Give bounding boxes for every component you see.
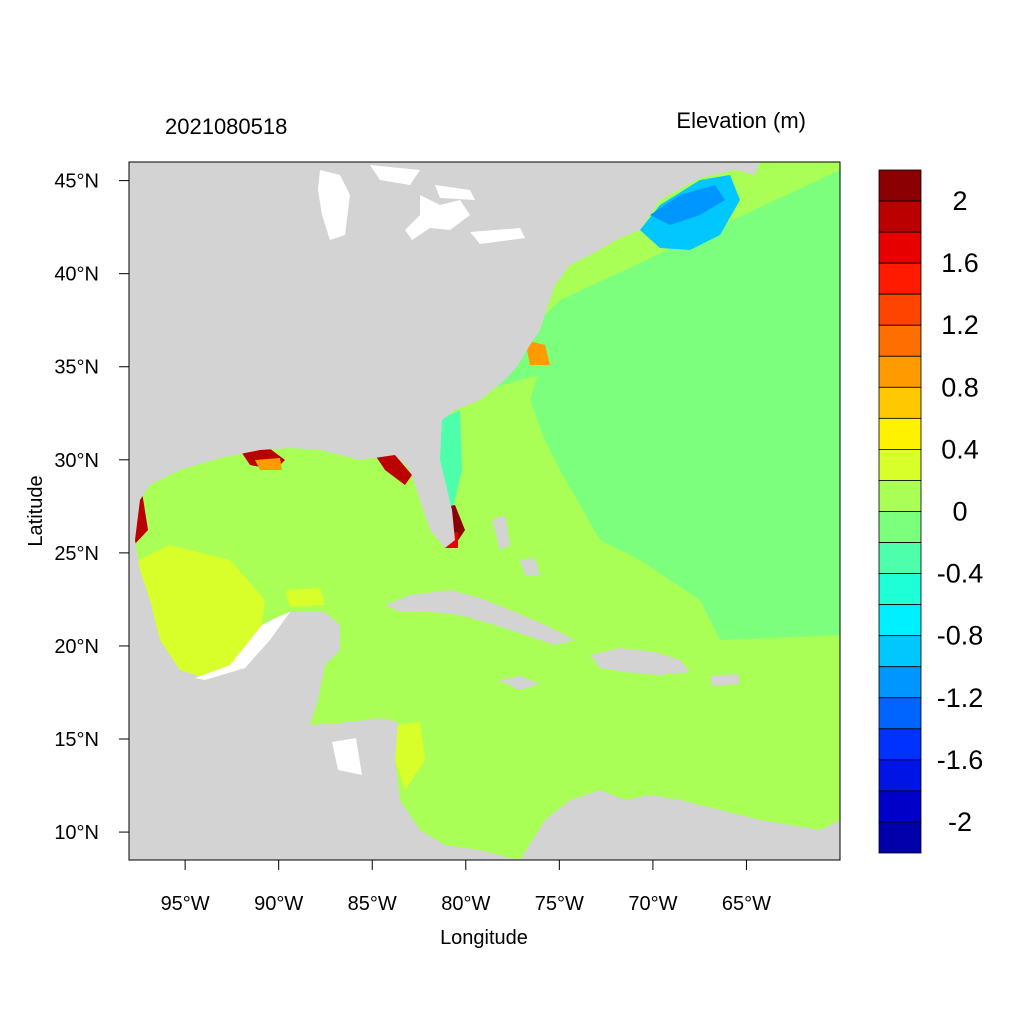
x-axis: 95°W 90°W 85°W 80°W 75°W 70°W 65°W — [161, 860, 771, 915]
land-bahamas — [492, 515, 540, 575]
land-cuba — [385, 590, 575, 645]
colorbar-swatch — [878, 480, 922, 512]
colorbar-swatch — [878, 324, 922, 357]
big-bend-surge — [375, 455, 412, 485]
colorbar-swatch — [878, 417, 922, 450]
x-tick-label: 65°W — [722, 893, 771, 915]
y-tick-label: 35°N — [54, 357, 99, 379]
land-hispaniola — [590, 648, 690, 675]
colorbar-label: -0.8 — [937, 621, 984, 651]
y-tick-label: 40°N — [54, 264, 99, 286]
colorbar-swatch — [878, 604, 922, 637]
colorbar-swatch — [878, 728, 922, 761]
nicaragua-lake — [332, 738, 362, 775]
colorbar-swatch — [878, 821, 922, 854]
colorbar-swatch — [878, 169, 922, 202]
colorbar-label: 0 — [952, 497, 967, 527]
plot-frame — [128, 161, 841, 861]
x-tick-label: 80°W — [441, 893, 490, 915]
x-tick-label: 85°W — [348, 893, 397, 915]
colorbar-labels: 2 1.6 1.2 0.8 0.4 0 -0.4 -0.8 -1.2 -1.6 -2 — [937, 186, 984, 837]
x-tick-label: 75°W — [535, 893, 584, 915]
land-south-america — [520, 790, 840, 860]
colorbar-label: -0.4 — [937, 559, 984, 589]
land-puerto-rico — [710, 674, 740, 686]
colorbar-label: 0.4 — [941, 434, 979, 464]
land-north-america — [129, 162, 760, 860]
plot-area — [129, 162, 840, 860]
y-axis: 45°N 40°N 35°N 30°N 25°N 20°N 15°N 10°N — [54, 171, 129, 844]
central-america-coast-positive — [395, 722, 425, 790]
colorbar-swatch — [878, 697, 922, 730]
colorbar-label: 1.2 — [941, 310, 979, 340]
colorbar-swatch — [878, 231, 922, 264]
y-tick-label: 25°N — [54, 543, 99, 565]
great-lakes — [318, 165, 525, 244]
colorbar-swatch — [878, 666, 922, 699]
x-tick-label: 70°W — [628, 893, 677, 915]
colorbar-swatch — [878, 790, 922, 823]
atlantic-low-band — [445, 280, 790, 420]
colorbar-swatch — [878, 200, 922, 233]
y-axis-label: Latitude — [25, 475, 47, 546]
date-title: 2021080518 — [165, 114, 287, 139]
colorbar-swatch — [878, 573, 922, 606]
y-tick-label: 30°N — [54, 450, 99, 472]
gulf-of-maine-core — [650, 185, 725, 225]
louisiana-surge-orange — [255, 458, 282, 470]
x-tick-label: 95°W — [161, 893, 210, 915]
colorbar-label: -1.2 — [937, 683, 984, 713]
colorbar-swatch — [878, 262, 922, 295]
western-gulf-positive — [138, 545, 265, 680]
colorbar-swatch — [878, 542, 922, 574]
variable-title: Elevation (m) — [676, 108, 806, 133]
colorbar-swatch — [878, 449, 922, 481]
y-tick-label: 20°N — [54, 636, 99, 658]
colorbar-label: 2 — [952, 186, 967, 216]
y-tick-label: 45°N — [54, 171, 99, 193]
land-jamaica — [498, 676, 540, 690]
carolina-surge — [525, 340, 550, 365]
colorbar-swatch — [878, 355, 922, 388]
colorbar-swatch — [878, 635, 922, 668]
x-axis-label: Longitude — [440, 927, 528, 949]
colorbar-label: 1.6 — [941, 248, 979, 278]
colorbar-label: -1.6 — [937, 745, 984, 775]
colorbar-swatch — [878, 759, 922, 792]
colorbar — [878, 169, 922, 854]
yucatan-coast — [195, 612, 290, 680]
y-tick-label: 10°N — [54, 822, 99, 844]
colorbar-label: 0.8 — [941, 372, 979, 402]
colorbar-label: -2 — [948, 807, 972, 837]
colorbar-swatch — [878, 386, 922, 419]
colorbar-swatch — [878, 511, 922, 543]
colorbar-swatch — [878, 293, 922, 326]
x-tick-label: 90°W — [254, 893, 303, 915]
y-tick-label: 15°N — [54, 729, 99, 751]
campeche-positive — [285, 588, 325, 607]
